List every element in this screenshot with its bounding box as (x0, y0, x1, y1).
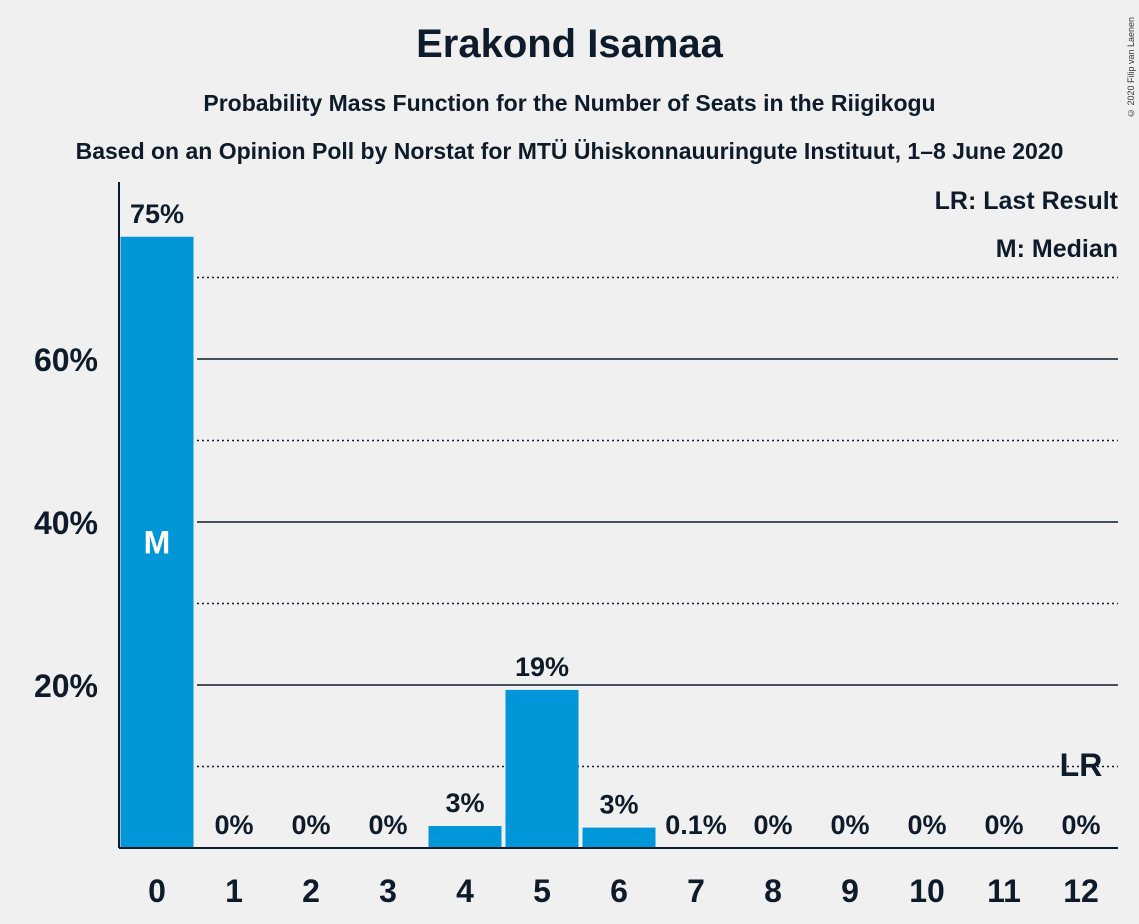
y-tick-label: 20% (34, 668, 98, 704)
bar-value-label: 0% (830, 810, 869, 840)
bar (120, 236, 194, 848)
x-tick-label: 0 (148, 873, 166, 909)
y-tick-label: 60% (34, 342, 98, 378)
chart-subtitle: Probability Mass Function for the Number… (203, 90, 936, 116)
bar-value-label: 0% (984, 810, 1023, 840)
x-tick-label: 5 (533, 873, 551, 909)
bar-value-label: 0% (214, 810, 253, 840)
bar-value-label: 75% (130, 199, 184, 229)
chart-source-line: Based on an Opinion Poll by Norstat for … (75, 138, 1064, 164)
bar-value-label: 19% (515, 652, 569, 682)
last-result-marker: LR (1060, 747, 1103, 783)
bar (428, 825, 502, 848)
legend-median: M: Median (996, 235, 1118, 263)
x-tick-label: 11 (987, 873, 1021, 909)
x-tick-label: 9 (841, 873, 859, 909)
x-tick-label: 2 (302, 873, 320, 909)
x-tick-label: 3 (379, 873, 397, 909)
legend-last-result: LR: Last Result (935, 187, 1119, 215)
median-marker: M (144, 524, 171, 560)
x-tick-label: 7 (687, 873, 705, 909)
bar-value-label: 0.1% (665, 810, 727, 840)
x-tick-label: 6 (610, 873, 628, 909)
bar-value-label: 0% (291, 810, 330, 840)
x-tick-label: 10 (909, 873, 945, 909)
x-tick-label: 4 (456, 873, 474, 909)
chart-title: Erakond Isamaa (416, 22, 723, 66)
y-tick-label: 40% (34, 505, 98, 541)
bar-value-label: 0% (368, 810, 407, 840)
x-tick-label: 8 (764, 873, 782, 909)
bar-value-label: 0% (753, 810, 792, 840)
bar-value-label: 0% (1061, 810, 1100, 840)
bar (582, 827, 656, 848)
bar (505, 689, 579, 848)
x-tick-label: 12 (1063, 873, 1099, 909)
bar-value-label: 3% (445, 788, 484, 818)
bar-value-label: 0% (907, 810, 946, 840)
x-tick-label: 1 (225, 873, 243, 909)
bar-value-label: 3% (599, 790, 638, 820)
